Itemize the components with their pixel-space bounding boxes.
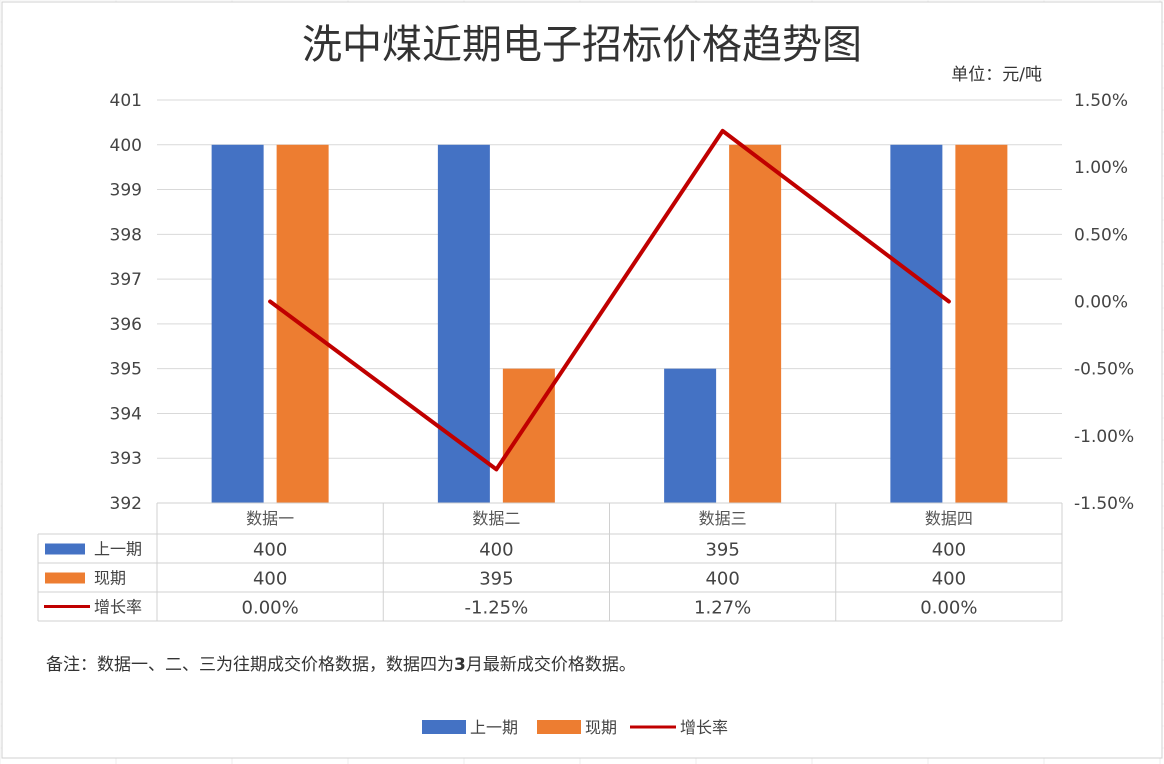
growth-line [268,128,951,472]
footnote: 备注：数据一、二、三为往期成交价格数据，数据四为3月最新成交价格数据。 [46,655,636,675]
legend: 上一期 现期 增长率 [422,718,728,737]
category-label: 数据二 [472,509,520,528]
left-axis-ticks: 392 393 394 395 396 397 398 399 400 401 [110,91,142,514]
bar-current-2 [502,368,555,503]
bar-previous-4 [890,144,943,503]
bar-previous-3 [664,368,717,503]
right-tick-label: -1.50% [1074,494,1134,514]
left-tick-label: 398 [110,225,142,245]
right-axis-ticks: -1.50% -1.00% -0.50% 0.00% 0.50% 1.00% 1.50% [1074,91,1134,514]
chart-title: 洗中煤近期电子招标价格趋势图 [302,22,862,68]
footnote-text-end: 月最新成交价格数据。 [466,655,636,675]
left-tick-label: 400 [110,136,142,156]
left-tick-label: 395 [110,360,142,380]
table-row-label: 现期 [94,569,126,588]
growth-rate-line [268,128,951,472]
unit-label: 单位：元/吨 [951,65,1042,85]
table-cell: 400 [932,569,966,590]
right-tick-label: -0.50% [1074,360,1134,380]
table-cell: -1.25% [465,598,529,619]
table-cell: 400 [479,540,513,561]
table-cell: 0.00% [242,598,299,619]
table-row-label: 上一期 [94,540,142,559]
table-legend-swatch [45,543,85,555]
left-tick-label: 397 [110,270,142,290]
left-tick-label: 396 [110,315,142,335]
table-cell: 1.27% [694,598,751,619]
bar-current-4 [955,144,1008,503]
table-cell: 400 [932,540,966,561]
category-label: 数据四 [925,509,973,528]
footnote-month: 3 [454,655,466,675]
left-tick-label: 401 [110,91,142,111]
table-cell: 400 [253,569,287,590]
bar-previous-2 [437,144,490,503]
bars [211,144,1008,503]
table-cell: 400 [253,540,287,561]
table-legend-swatch [45,572,85,584]
table-cell: 395 [705,540,739,561]
legend-label: 现期 [585,718,617,737]
table-cell: 395 [479,569,513,590]
legend-label: 增长率 [680,718,728,737]
right-tick-label: 0.00% [1074,293,1128,313]
left-tick-label: 399 [110,181,142,201]
bar-previous-1 [211,144,264,503]
legend-swatch [422,720,466,734]
table-cell: 400 [705,569,739,590]
right-tick-label: -1.00% [1074,427,1134,447]
legend-swatch [537,720,581,734]
category-label: 数据一 [246,509,294,528]
right-tick-label: 0.50% [1074,225,1128,245]
right-tick-label: 1.50% [1074,91,1128,111]
table-cell: 0.00% [920,598,977,619]
bar-current-3 [729,144,782,503]
right-tick-label: 1.00% [1074,158,1128,178]
table-row-label: 增长率 [94,598,142,617]
left-tick-label: 392 [110,494,142,514]
footnote-text: 备注：数据一、二、三为往期成交价格数据，数据四为 [46,655,454,675]
legend-label: 上一期 [470,718,518,737]
left-tick-label: 393 [110,449,142,469]
left-tick-label: 394 [110,404,142,424]
category-label: 数据三 [699,509,747,528]
